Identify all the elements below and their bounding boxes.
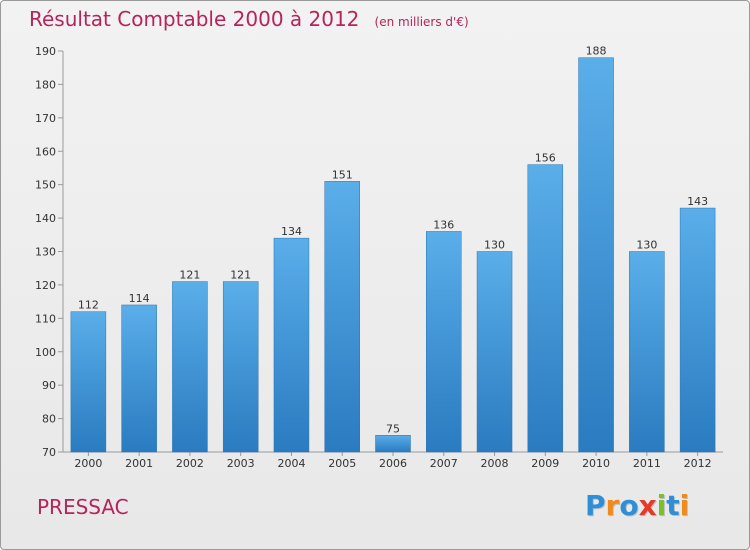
bar-value-label: 136 bbox=[433, 218, 454, 231]
bar[interactable] bbox=[324, 181, 360, 453]
y-tick-label: 150 bbox=[35, 179, 56, 192]
x-tick-label: 2007 bbox=[430, 457, 458, 470]
y-tick-label: 110 bbox=[35, 312, 56, 325]
bar[interactable] bbox=[70, 311, 107, 453]
bar[interactable] bbox=[121, 304, 157, 453]
labels-group: 112 2000 114 2001 121 2002 121 2003 134 2004 151 20… bbox=[74, 45, 711, 470]
bar-value-label: 75 bbox=[386, 422, 400, 435]
bar-value-label: 130 bbox=[636, 239, 657, 252]
y-tick-label: 120 bbox=[35, 279, 56, 292]
bar[interactable] bbox=[426, 231, 462, 453]
bar-value-label: 112 bbox=[78, 299, 99, 312]
x-tick-label: 2006 bbox=[379, 457, 407, 470]
logo-letter: i bbox=[679, 489, 690, 522]
y-tick-label: 180 bbox=[35, 78, 56, 91]
x-tick-label: 2009 bbox=[531, 457, 559, 470]
y-tick-label: 140 bbox=[35, 212, 56, 225]
x-tick-label: 2000 bbox=[74, 457, 102, 470]
bar-value-label: 134 bbox=[281, 225, 302, 238]
y-tick-label: 190 bbox=[35, 45, 56, 58]
logo-letter: t bbox=[666, 489, 680, 522]
y-tick-label: 90 bbox=[42, 379, 56, 392]
city-name: PRESSAC bbox=[37, 495, 129, 519]
logo-letter: P bbox=[585, 489, 606, 522]
bar-value-label: 156 bbox=[535, 152, 556, 165]
y-tick-label: 170 bbox=[35, 112, 56, 125]
y-tick-label: 160 bbox=[35, 145, 56, 158]
bar[interactable] bbox=[629, 251, 665, 453]
bar[interactable] bbox=[679, 207, 716, 453]
chart-subtitle: (en milliers d'€) bbox=[374, 15, 469, 29]
proxiti-logo[interactable]: Proxiti bbox=[585, 489, 689, 522]
bar[interactable] bbox=[172, 281, 208, 453]
bar-value-label: 151 bbox=[332, 168, 353, 181]
x-tick-label: 2004 bbox=[277, 457, 305, 470]
x-tick-label: 2008 bbox=[481, 457, 509, 470]
title-block: Résultat Comptable 2000 à 2012 (en milli… bbox=[29, 7, 469, 31]
bar-value-label: 121 bbox=[179, 269, 200, 282]
x-tick-label: 2001 bbox=[125, 457, 153, 470]
y-tick-label: 70 bbox=[42, 446, 56, 459]
logo-letter: x bbox=[638, 489, 657, 522]
bar[interactable] bbox=[222, 281, 259, 453]
chart-title: Résultat Comptable 2000 à 2012 bbox=[29, 7, 360, 31]
bar[interactable] bbox=[375, 435, 411, 453]
y-tick-label: 80 bbox=[42, 413, 56, 426]
bar-value-label: 121 bbox=[230, 269, 251, 282]
bar[interactable] bbox=[476, 251, 513, 453]
bar-value-label: 188 bbox=[586, 45, 607, 58]
x-tick-label: 2012 bbox=[684, 457, 712, 470]
x-tick-label: 2005 bbox=[328, 457, 356, 470]
x-tick-label: 2002 bbox=[176, 457, 204, 470]
logo-letter: o bbox=[619, 489, 639, 522]
bar[interactable] bbox=[273, 237, 310, 453]
x-tick-label: 2011 bbox=[633, 457, 661, 470]
bar-value-label: 130 bbox=[484, 239, 505, 252]
axes: 70 80 90 100 110 120 130 140 150 160 170 180 190 bbox=[35, 45, 723, 459]
logo-letter: r bbox=[605, 489, 620, 522]
bar[interactable] bbox=[527, 164, 564, 453]
x-tick-label: 2003 bbox=[227, 457, 255, 470]
x-tick-label: 2010 bbox=[582, 457, 610, 470]
bar-value-label: 143 bbox=[687, 195, 708, 208]
y-tick-label: 130 bbox=[35, 246, 56, 259]
logo-letter: i bbox=[656, 489, 667, 522]
bar[interactable] bbox=[578, 57, 614, 453]
bars-group bbox=[70, 57, 716, 453]
bar-value-label: 114 bbox=[129, 292, 150, 305]
y-tick-label: 100 bbox=[35, 346, 56, 359]
